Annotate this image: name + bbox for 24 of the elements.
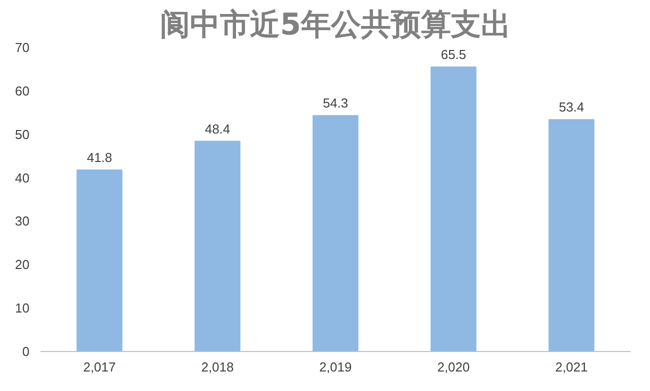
y-tick-label: 50 [15,126,30,142]
data-label: 53.4 [558,100,584,115]
chart-title: 阆中市近5年公共预算支出 [160,8,511,42]
x-tick-label: 2,019 [319,360,352,374]
bar [312,115,358,352]
x-tick-label: 2,018 [201,360,234,374]
y-tick-label: 10 [15,300,30,316]
bar [548,119,594,352]
x-tick-label: 2,020 [437,360,470,374]
y-tick-label: 30 [15,214,30,229]
y-tick-label: 0 [22,344,30,359]
x-tick-label: 2,021 [555,360,588,374]
y-tick-label: 20 [15,257,30,272]
y-tick-label: 70 [15,40,30,55]
data-label: 41.8 [86,150,112,165]
data-label: 48.4 [204,121,230,136]
bar [194,140,240,352]
data-label: 54.3 [322,96,348,111]
y-tick-label: 40 [15,170,30,186]
bar [76,169,122,352]
data-label: 65.5 [440,47,466,62]
y-tick-label: 60 [15,83,30,98]
x-tick-label: 2,017 [83,360,116,374]
bar [430,66,476,352]
